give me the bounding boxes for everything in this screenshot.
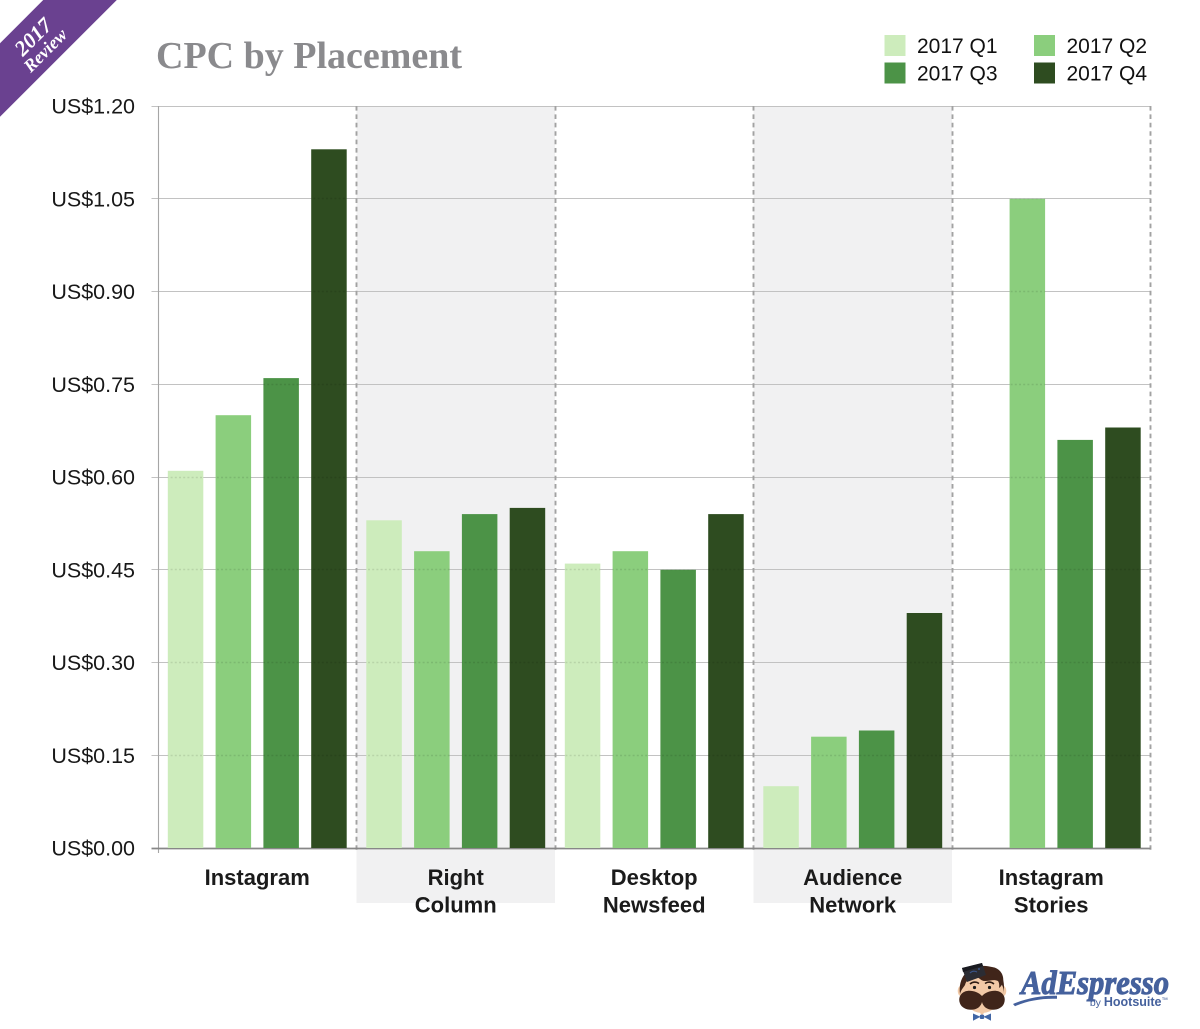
svg-text:by Hootsuite™: by Hootsuite™: [1090, 995, 1168, 1009]
svg-text:Instagram: Instagram: [205, 865, 310, 890]
svg-text:2017 Q1: 2017 Q1: [917, 35, 998, 58]
svg-text:2017 Q3: 2017 Q3: [917, 63, 998, 86]
svg-text:Stories: Stories: [1014, 893, 1089, 918]
svg-text:US$0.75: US$0.75: [51, 373, 135, 397]
svg-text:US$1.20: US$1.20: [51, 95, 135, 119]
svg-text:US$0.30: US$0.30: [51, 651, 135, 675]
svg-text:Newsfeed: Newsfeed: [603, 893, 706, 918]
svg-text:Audience: Audience: [803, 865, 902, 890]
svg-text:Network: Network: [809, 893, 897, 918]
svg-text:Desktop: Desktop: [611, 865, 698, 890]
svg-text:2017 Q4: 2017 Q4: [1067, 63, 1148, 86]
svg-text:CPC by Placement: CPC by Placement: [156, 35, 462, 77]
svg-text:US$0.90: US$0.90: [51, 280, 135, 304]
svg-text:US$0.60: US$0.60: [51, 466, 135, 490]
svg-text:AdEspresso: AdEspresso: [1019, 965, 1169, 1002]
svg-text:US$0.45: US$0.45: [51, 558, 135, 582]
svg-text:Right: Right: [428, 865, 485, 890]
svg-text:US$0.15: US$0.15: [51, 744, 135, 768]
svg-text:US$1.05: US$1.05: [51, 187, 135, 211]
svg-text:Instagram: Instagram: [999, 865, 1104, 890]
svg-text:2017 Q2: 2017 Q2: [1067, 35, 1148, 58]
svg-text:US$0.00: US$0.00: [51, 837, 135, 861]
svg-text:Column: Column: [415, 893, 497, 918]
